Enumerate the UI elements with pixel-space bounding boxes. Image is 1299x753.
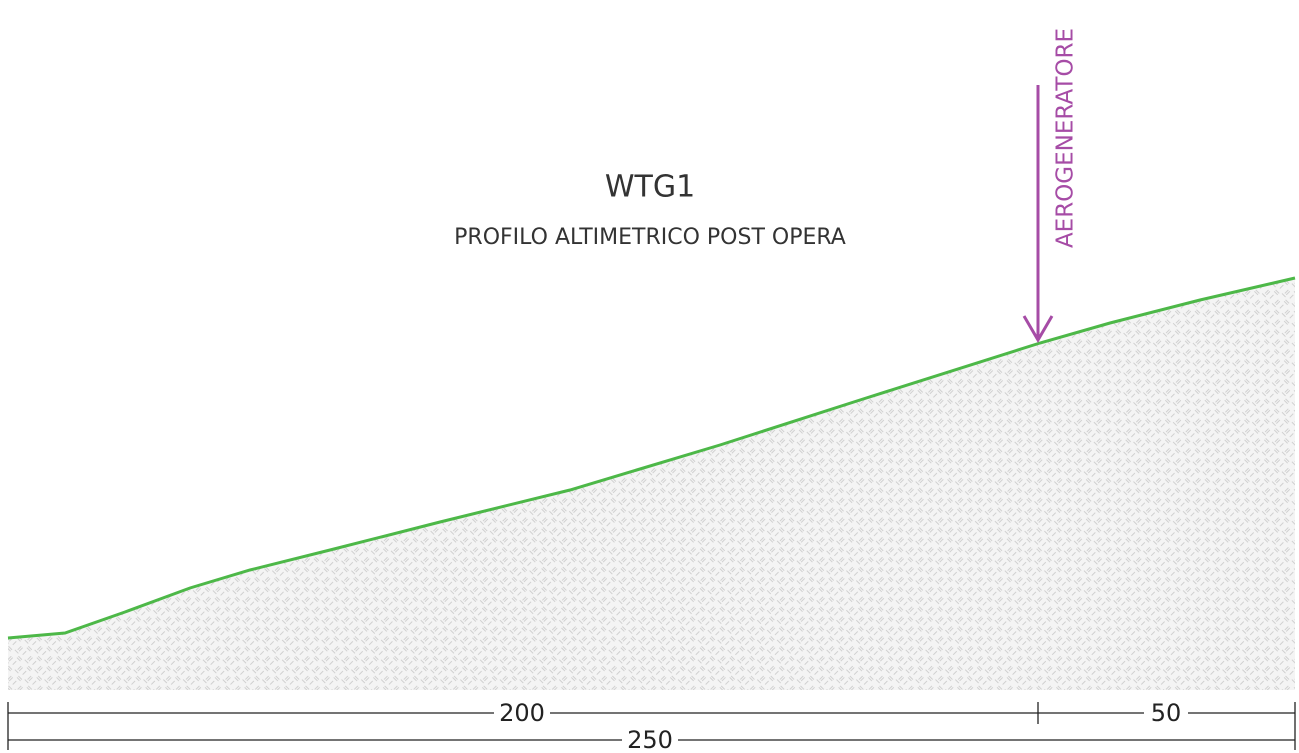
- title: WTG1: [605, 170, 695, 205]
- label-bg: [1144, 700, 1188, 726]
- terrain-fill: [8, 278, 1295, 690]
- dimension-label: 50: [1151, 699, 1182, 727]
- marker-label: AEROGENERATORE: [1053, 28, 1079, 248]
- dimension-label: 200: [499, 699, 545, 727]
- label-bg: [622, 728, 678, 753]
- label-bg: [494, 700, 550, 726]
- subtitle: PROFILO ALTIMETRICO POST OPERA: [454, 225, 846, 250]
- terrain-profile: [7, 276, 1296, 640]
- dimension-label: 250: [627, 726, 673, 753]
- marker-arrowhead: [1022, 315, 1054, 343]
